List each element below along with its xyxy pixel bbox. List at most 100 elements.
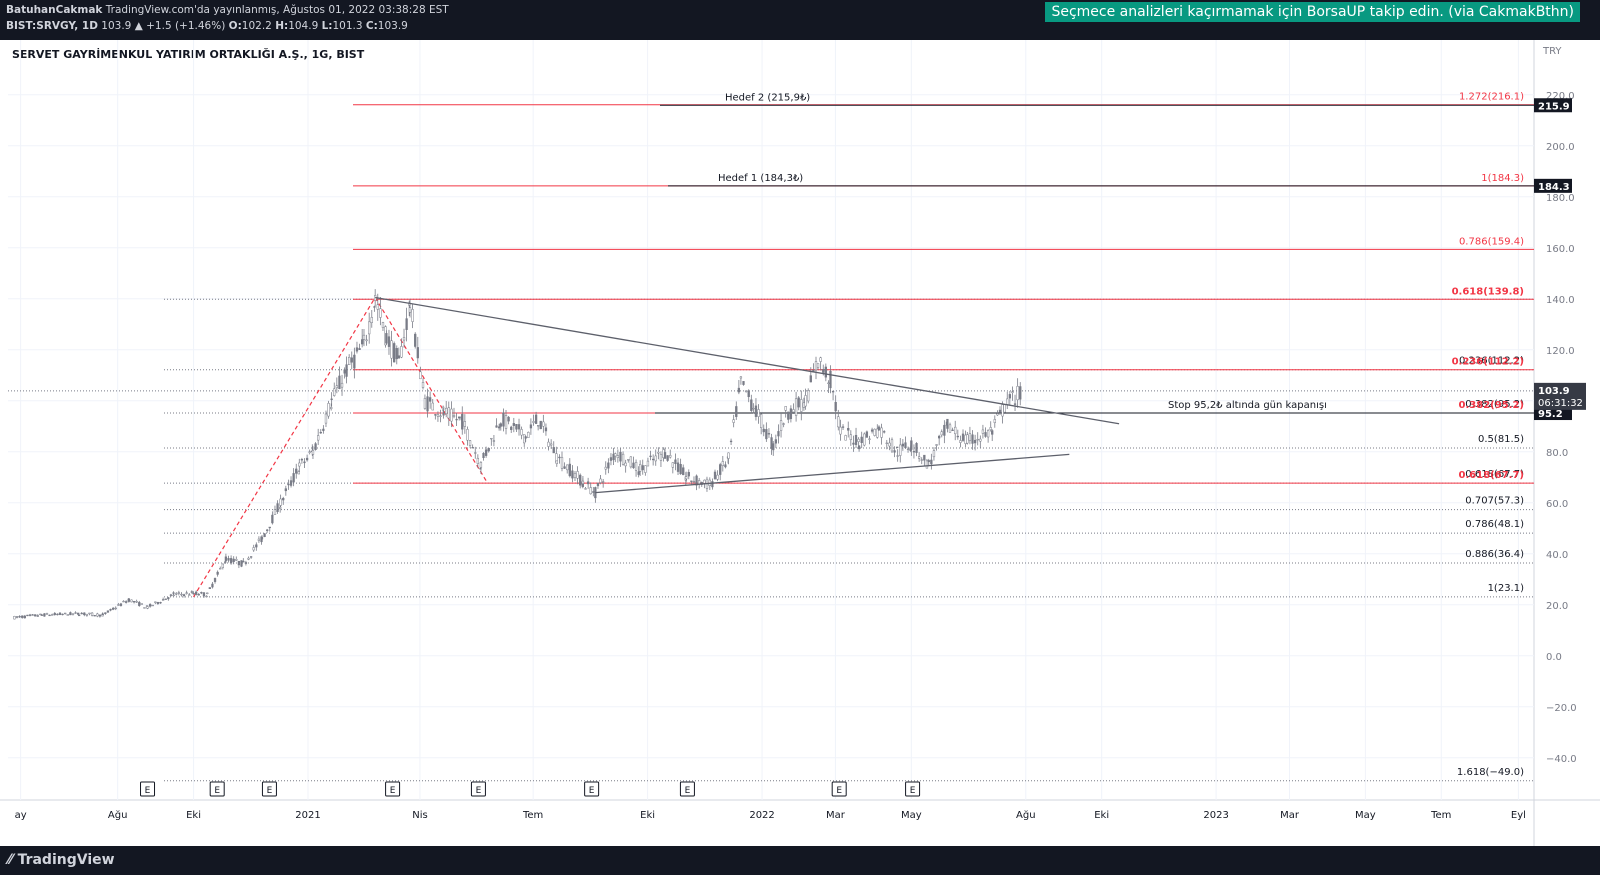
candle-body — [240, 560, 243, 567]
candle-body — [581, 480, 585, 484]
candle-body — [760, 414, 763, 428]
candle-body — [154, 601, 157, 603]
candle-body — [920, 459, 923, 461]
candle-body — [687, 471, 690, 477]
fib-level-label: 0.236(112.2) — [1459, 356, 1524, 367]
price-tag-label: 95.2 — [1538, 409, 1563, 420]
candle-body — [365, 339, 368, 342]
candle-body — [896, 455, 899, 457]
symbol-interval[interactable]: BIST:SRVGY, 1D — [6, 20, 98, 32]
candle-body — [167, 597, 170, 600]
price-tag — [1534, 178, 1572, 193]
candle-body — [71, 613, 75, 615]
candle-body — [18, 616, 21, 618]
candle-body — [419, 371, 422, 380]
candle-body — [381, 322, 385, 328]
open-label: O: — [228, 20, 242, 32]
candle-body — [257, 538, 261, 541]
candle-body — [260, 537, 264, 540]
candle-body — [490, 437, 493, 440]
candle-body — [925, 460, 929, 469]
candle-body — [58, 612, 62, 615]
candle-body — [888, 442, 891, 447]
candle-body — [510, 426, 513, 430]
candle-body — [124, 601, 128, 603]
candle-body — [651, 458, 655, 461]
candle-body — [865, 431, 869, 438]
candle-body — [529, 424, 533, 429]
candle-body — [314, 443, 317, 450]
fib-level-label: 0.707(57.3) — [1465, 496, 1524, 507]
candle-body — [991, 430, 994, 435]
candle-body — [208, 587, 211, 589]
candle-body — [188, 594, 191, 596]
candle-body — [713, 471, 717, 479]
candle-body — [981, 429, 985, 434]
candle-body — [279, 498, 282, 506]
candle-body — [287, 483, 290, 486]
candle-body — [458, 416, 461, 419]
candle-body — [439, 415, 442, 417]
tradingview-logo[interactable]: ⁄⁄ TradingView — [8, 852, 115, 868]
candles — [13, 289, 1022, 620]
y-tick-label: 160.0 — [1546, 244, 1575, 255]
candle-body — [431, 402, 434, 411]
earnings-marker — [584, 781, 600, 797]
candle-body — [385, 333, 388, 344]
candle-body — [777, 431, 780, 437]
candle-body — [646, 460, 650, 467]
candle-body — [237, 561, 241, 566]
candle-body — [1011, 391, 1014, 393]
candle-body — [744, 390, 748, 392]
candle-body — [1016, 386, 1019, 401]
candle-body — [663, 452, 667, 459]
candle-body — [1019, 386, 1022, 400]
fib-level-label: 0.618(67.7) — [1465, 469, 1524, 480]
candle-body — [276, 503, 279, 512]
candle-body — [998, 409, 1002, 413]
candle-body — [66, 614, 69, 616]
earnings-marker-label: E — [214, 786, 220, 796]
candle-body — [779, 420, 783, 431]
candle-body — [627, 459, 630, 461]
candle-body — [88, 612, 91, 615]
candle-body — [216, 571, 219, 575]
candle-body — [148, 604, 152, 607]
price-chart[interactable]: SERVET GAYRİMENKUL YATIRIM ORTAKLIĞI A.Ş… — [0, 40, 1600, 846]
candle-body — [659, 453, 663, 461]
candle-body — [959, 440, 962, 443]
chart-area[interactable]: SERVET GAYRİMENKUL YATIRIM ORTAKLIĞI A.Ş… — [0, 40, 1600, 846]
candle-body — [837, 416, 840, 428]
x-tick-label: Ağu — [1016, 809, 1036, 821]
candle-body — [682, 467, 685, 476]
candle-body — [229, 558, 233, 564]
candle-body — [461, 413, 464, 430]
author-name[interactable]: BatuhanCakmak — [6, 4, 103, 16]
candle-body — [484, 449, 488, 456]
candle-body — [442, 412, 445, 416]
candle-body — [772, 443, 775, 451]
fib-extension-label: 1.272(216.1) — [1459, 92, 1524, 103]
x-tick-label: Tem — [1430, 810, 1451, 821]
candle-body — [69, 612, 72, 616]
candle-body — [249, 556, 253, 558]
candle-body — [539, 420, 542, 430]
candle-body — [252, 547, 255, 551]
candle-body — [571, 470, 574, 479]
candle-body — [993, 419, 996, 423]
up-arrow-icon: ▲ — [134, 20, 143, 32]
candle-body — [426, 396, 429, 412]
candle-body — [612, 453, 615, 461]
candle-body — [45, 613, 49, 615]
candle-body — [792, 409, 795, 413]
x-tick-label: Eki — [186, 810, 201, 821]
candle-body — [948, 424, 952, 433]
candle-body — [263, 533, 266, 538]
candle-body — [36, 615, 39, 617]
x-tick-label: May — [1355, 810, 1376, 821]
candle-body — [172, 592, 175, 594]
earnings-marker — [679, 781, 695, 797]
candle-body — [61, 613, 64, 616]
fib-swing-down — [374, 297, 488, 483]
candle-body — [1001, 404, 1004, 417]
